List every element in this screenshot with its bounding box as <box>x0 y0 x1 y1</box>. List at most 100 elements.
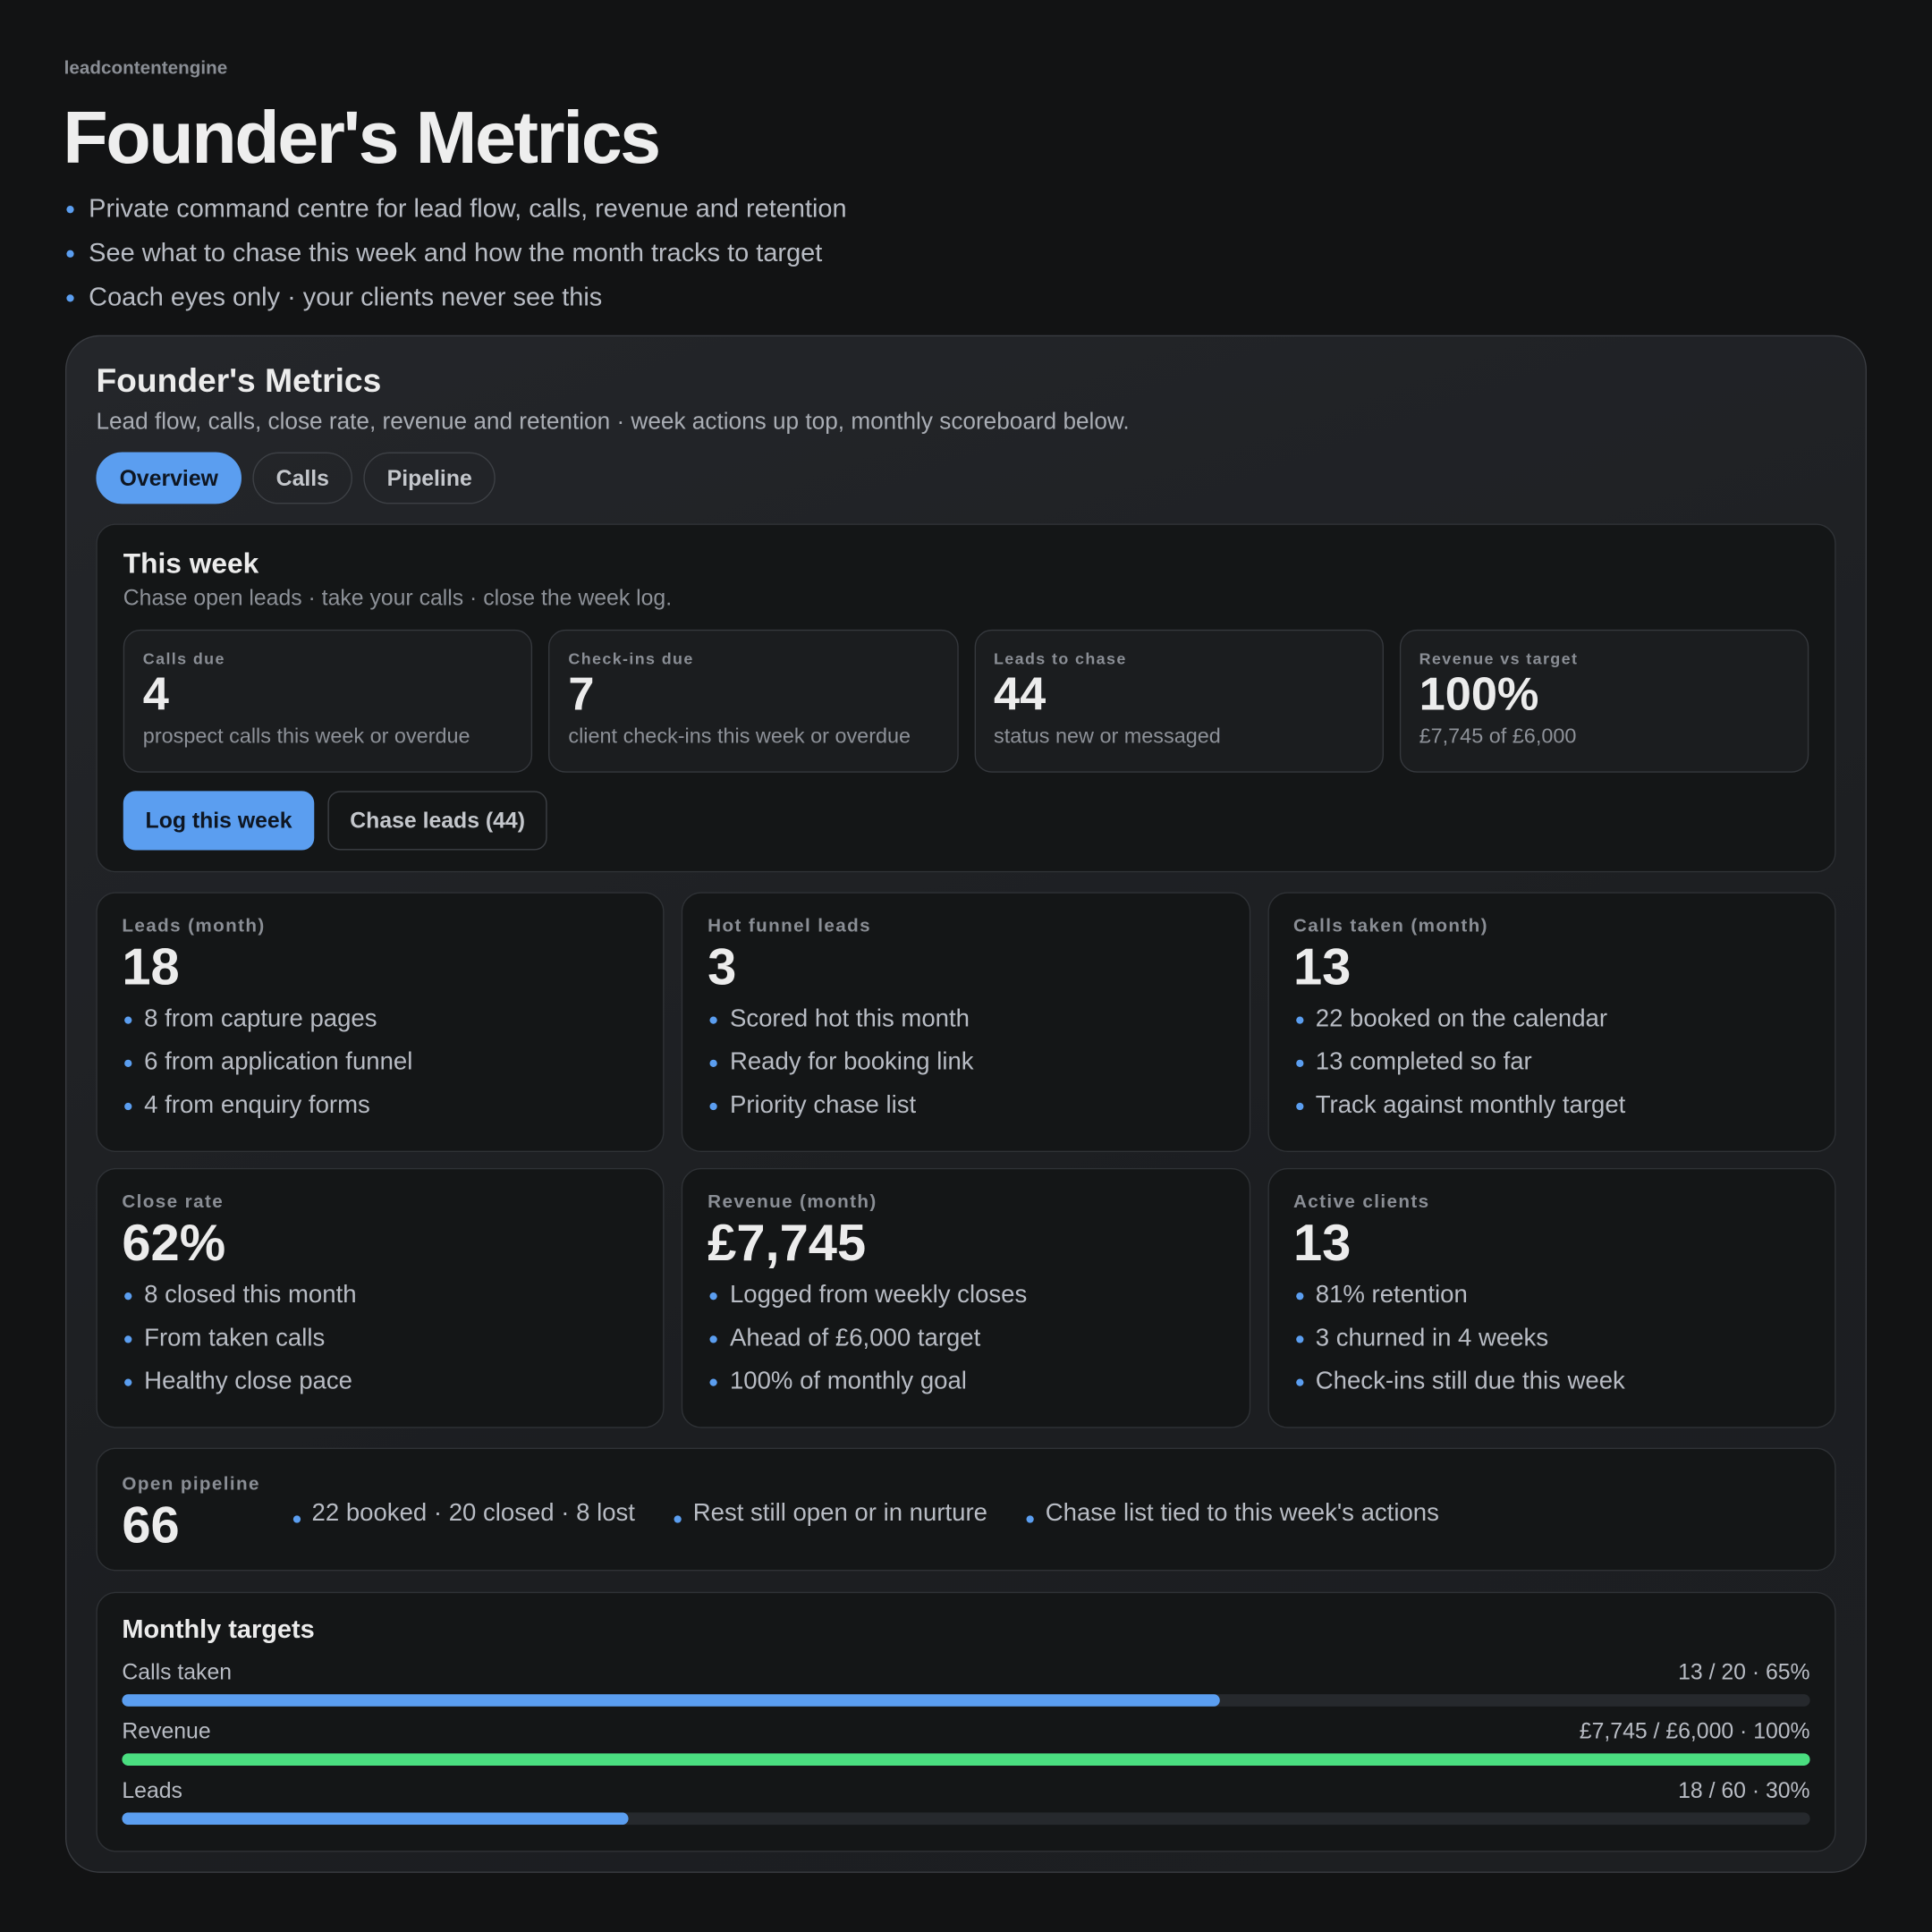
bullet-list: 8 from capture pages 6 from application f… <box>122 998 639 1128</box>
pipeline-summary: Open pipeline 66 <box>122 1473 291 1554</box>
metric-card: Close rate 62% 8 closed this month From tak… <box>96 1167 665 1428</box>
bullet-item: Priority chase list <box>708 1084 1224 1127</box>
targets: Monthly targets Calls taken 13 / 20 · 65% R… <box>96 1591 1836 1852</box>
target-head: Calls taken 13 / 20 · 65% <box>122 1657 1809 1687</box>
metric-card: Calls taken (month) 13 22 booked on the ca… <box>1267 892 1836 1153</box>
progress-track <box>122 1812 1810 1826</box>
stat-card: Revenue vs target 100% £7,745 of £6,000 <box>1399 629 1809 773</box>
bullet-item: Check-ins still due this week <box>1293 1360 1810 1403</box>
targets-title: Monthly targets <box>122 1614 315 1644</box>
bullet-item: Track against monthly target <box>1293 1084 1810 1127</box>
bullet-item: 13 completed so far <box>1293 1041 1810 1084</box>
panel: Founder's Metrics Lead flow, calls, close… <box>65 335 1867 1873</box>
stat-card: Calls due 4 prospect calls this week or ov… <box>123 629 533 773</box>
stat-label: Leads to chase <box>993 648 1127 668</box>
target-row: Revenue £7,745 / £6,000 · 100% <box>122 1716 1810 1767</box>
metric-value: £7,745 <box>708 1213 867 1272</box>
target-value: 13 / 20 · 65% <box>1678 1659 1810 1685</box>
metric-card: Revenue (month) £7,745 Logged from weekly … <box>682 1167 1250 1428</box>
metric-label: Revenue (month) <box>708 1191 877 1213</box>
action-button[interactable]: Log this week <box>123 791 315 851</box>
bullet-item: 6 from application funnel <box>122 1041 639 1084</box>
bullet-list: 8 closed this month From taken calls Healt… <box>122 1274 639 1403</box>
metric-card: Leads (month) 18 8 from capture pages 6 fro… <box>96 892 665 1153</box>
tab[interactable]: Pipeline <box>363 452 496 504</box>
bullet-list: Scored hot this month Ready for booking l… <box>708 998 1224 1128</box>
bullet-list: 22 booked · 20 closed · 8 lost Rest still… <box>291 1492 1439 1545</box>
metric-card: Hot funnel leads 3 Scored hot this month Re… <box>682 892 1250 1153</box>
target-label: Calls taken <box>122 1659 233 1685</box>
stat-value: 7 <box>568 669 595 721</box>
metric-label: Hot funnel leads <box>708 915 871 936</box>
tab[interactable]: Calls <box>252 452 353 504</box>
stat-note: £7,745 of £6,000 <box>1419 724 1577 749</box>
bullet-item: From taken calls <box>122 1318 639 1360</box>
progress-track <box>122 1694 1810 1707</box>
pipeline-value: 66 <box>122 1496 180 1555</box>
target-value: £7,745 / £6,000 · 100% <box>1579 1718 1810 1744</box>
panel-title: Founder's Metrics <box>96 361 382 400</box>
stat-label: Revenue vs target <box>1419 648 1579 668</box>
bullet-item: Ahead of £6,000 target <box>708 1318 1224 1360</box>
progress-fill <box>122 1812 629 1826</box>
bullet-item: Private command centre for lead flow, ca… <box>64 187 847 232</box>
target-label: Leads <box>122 1777 182 1803</box>
week-subtitle: Chase open leads · take your calls · clo… <box>123 585 673 610</box>
pipeline-label: Open pipeline <box>122 1473 260 1495</box>
target-value: 18 / 60 · 30% <box>1678 1777 1810 1803</box>
target-row: Leads 18 / 60 · 30% <box>122 1775 1810 1826</box>
target-row: Calls taken 13 / 20 · 65% <box>122 1657 1810 1707</box>
bullet-item: See what to chase this week and how the … <box>64 232 847 276</box>
bullet-item: 8 closed this month <box>122 1274 639 1317</box>
bullet-item: Rest still open or in nurture <box>672 1492 987 1545</box>
brand: leadcontentengine <box>64 57 228 80</box>
stat-card: Check-ins due 7 client check-ins this week… <box>548 629 959 773</box>
bullet-item: 81% retention <box>1293 1274 1810 1317</box>
bullet-list: Logged from weekly closes Ahead of £6,000… <box>708 1274 1224 1403</box>
stat-card: Leads to chase 44 status new or messaged <box>973 629 1384 773</box>
stat-note: client check-ins this week or overdue <box>568 724 911 749</box>
bullet-item: Coach eyes only · your clients never see… <box>64 276 847 321</box>
actions: Log this week Chase leads (44) <box>123 791 1809 851</box>
week-box: This week Chase open leads · take your ca… <box>96 523 1836 873</box>
metric-label: Active clients <box>1292 1191 1430 1213</box>
metric-label: Calls taken (month) <box>1292 915 1488 936</box>
stat-value: 44 <box>993 669 1046 721</box>
bullet-list: 22 booked on the calendar 13 completed so… <box>1293 998 1810 1128</box>
bullet-item: 22 booked · 20 closed · 8 lost <box>291 1492 635 1545</box>
stat-note: prospect calls this week or overdue <box>142 724 470 749</box>
bullet-item: 3 churned in 4 weeks <box>1293 1318 1810 1360</box>
bullet-item: Scored hot this month <box>708 998 1224 1041</box>
progress-fill <box>122 1753 1810 1767</box>
metric-value: 13 <box>1292 937 1352 996</box>
metric-label: Leads (month) <box>122 915 266 936</box>
stat-value: 4 <box>142 669 169 721</box>
metric-card: Active clients 13 81% retention 3 churned i… <box>1267 1167 1836 1428</box>
metric-value: 13 <box>1292 1213 1352 1272</box>
bullet-item: 4 from enquiry forms <box>122 1084 639 1127</box>
stats: Calls due 4 prospect calls this week or ov… <box>123 629 1809 773</box>
stat-label: Check-ins due <box>568 648 694 668</box>
page-title: Founder's Metrics <box>63 96 661 179</box>
metric-value: 62% <box>122 1213 226 1272</box>
bullet-list: Private command centre for lead flow, ca… <box>64 187 847 320</box>
bullet-list: 81% retention 3 churned in 4 weeks Check-i… <box>1293 1274 1810 1403</box>
tab[interactable]: Overview <box>96 452 242 504</box>
action-button[interactable]: Chase leads (44) <box>327 791 547 851</box>
bullet-item: Chase list tied to this week's actions <box>1024 1492 1439 1545</box>
bullet-item: 100% of monthly goal <box>708 1360 1224 1403</box>
week-title: This week <box>123 547 259 580</box>
target-label: Revenue <box>122 1718 211 1744</box>
bullet-item: 8 from capture pages <box>122 998 639 1041</box>
stat-value: 100% <box>1419 669 1539 721</box>
pipeline: Open pipeline 66 22 booked · 20 closed · 8… <box>96 1447 1836 1572</box>
stat-note: status new or messaged <box>993 724 1221 749</box>
metric-value: 3 <box>708 937 737 996</box>
bullet-item: Logged from weekly closes <box>708 1274 1224 1317</box>
progress-fill <box>122 1694 1220 1707</box>
target-head: Revenue £7,745 / £6,000 · 100% <box>122 1716 1809 1746</box>
stat-label: Calls due <box>142 648 225 668</box>
metric-value: 18 <box>122 937 180 996</box>
panel-subtitle: Lead flow, calls, close rate, revenue an… <box>96 409 1130 436</box>
